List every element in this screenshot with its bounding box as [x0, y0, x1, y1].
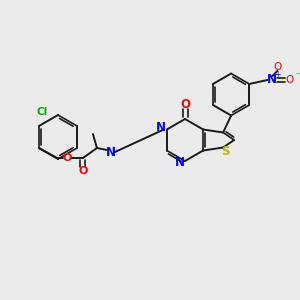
- Text: O: O: [180, 98, 190, 112]
- Text: O: O: [285, 75, 293, 85]
- Text: Cl: Cl: [36, 107, 48, 117]
- Text: S: S: [221, 145, 230, 158]
- Text: +: +: [274, 70, 280, 80]
- Text: O: O: [273, 62, 281, 72]
- Text: N: N: [267, 74, 277, 86]
- Text: N: N: [175, 157, 185, 169]
- Text: N: N: [156, 121, 166, 134]
- Text: O: O: [78, 166, 88, 176]
- Text: O: O: [62, 153, 72, 163]
- Text: ⁻: ⁻: [295, 71, 300, 80]
- Text: N: N: [106, 146, 116, 158]
